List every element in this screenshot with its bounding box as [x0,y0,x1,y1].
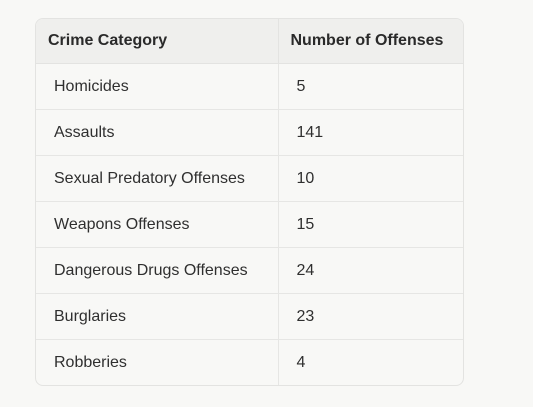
table-row: Assaults 141 [36,109,463,156]
crime-table: Crime Category Number of Offenses Homici… [35,18,464,386]
crime-category-cell: Dangerous Drugs Offenses [36,247,278,294]
table-row: Homicides 5 [36,63,463,110]
column-header-number-of-offenses: Number of Offenses [277,19,463,64]
table-row: Robberies 4 [36,339,463,385]
crime-category-cell: Weapons Offenses [36,201,278,248]
offense-count-cell: 10 [277,155,463,202]
offense-count-cell: 141 [277,109,463,156]
offense-count-cell: 24 [277,247,463,294]
crime-category-cell: Sexual Predatory Offenses [36,155,278,202]
table-header: Crime Category Number of Offenses [36,19,463,64]
crime-category-cell: Robberies [36,339,278,385]
offenses-table: Crime Category Number of Offenses Homici… [36,19,463,385]
offense-count-cell: 4 [277,339,463,385]
table-row: Weapons Offenses 15 [36,201,463,248]
table-row: Burglaries 23 [36,293,463,340]
offense-count-cell: 23 [277,293,463,340]
column-header-crime-category: Crime Category [36,19,278,64]
header-row: Crime Category Number of Offenses [36,19,463,64]
table-row: Dangerous Drugs Offenses 24 [36,247,463,294]
crime-category-cell: Homicides [54,77,129,95]
crime-category-cell: Burglaries [36,293,278,340]
table-row: Sexual Predatory Offenses 10 [36,155,463,202]
table-body: Homicides 5 Assaults 141 Sexual Predator… [36,63,463,385]
offense-count-cell: 15 [277,201,463,248]
offense-count-cell: 5 [277,63,463,110]
crime-category-cell: Assaults [36,109,278,156]
